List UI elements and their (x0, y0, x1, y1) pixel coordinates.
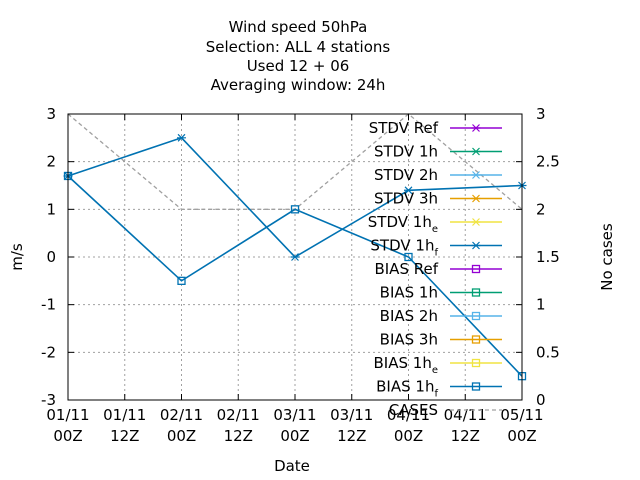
legend-label: STDV 1hf (370, 237, 438, 259)
y-tick-label: 1 (46, 200, 56, 218)
legend-label: STDV Ref (369, 119, 439, 137)
data-point-bias-1h-f (404, 252, 413, 262)
axis-ticks: 01/11 00Z 01/11 12Z 02/11 00Z 02/11 12Z 03/11 00Z… (41, 105, 560, 445)
x-tick-label-date: 03/11 (273, 406, 316, 424)
legend-marker (471, 194, 481, 203)
data-point-bias-1h-f (177, 276, 186, 285)
series-lines (63, 133, 527, 381)
y2-axis-label: No cases (598, 223, 616, 291)
legend-label: STDV 1h (374, 143, 438, 161)
legend-label: BIAS 2h (380, 307, 438, 325)
legend-label: STDV 1he (368, 213, 438, 235)
y-tick-label: 0 (46, 248, 56, 266)
x-tick-label-hour: 12Z (110, 427, 139, 445)
y-tick-label: -2 (41, 343, 56, 361)
x-tick-label-hour: 00Z (167, 427, 196, 445)
data-point-bias-1h-f (290, 205, 300, 214)
chart-title: Wind speed 50hPa Selection: ALL 4 statio… (206, 18, 391, 94)
title-line-2: Selection: ALL 4 stations (206, 38, 391, 56)
y2-tick-label: 0 (536, 391, 546, 409)
legend-label: STDV 3h (374, 190, 438, 208)
legend: STDV Ref STDV 1h STDV 2h STDV 3h STDV 1heSTD… (368, 119, 502, 419)
y-tick-label: -3 (41, 391, 56, 409)
legend-marker (471, 358, 481, 368)
legend-marker (471, 147, 481, 156)
y-tick-label: 2 (46, 153, 56, 171)
data-point-stdv-1h-f (404, 186, 413, 195)
legend-label: STDV 2h (374, 166, 438, 184)
x-tick-label-date: 04/11 (387, 406, 430, 424)
x-tick-label-date: 01/11 (103, 406, 146, 424)
legend-marker (471, 218, 481, 226)
legend-marker (471, 171, 481, 179)
x-tick-label-hour: 12Z (224, 427, 253, 445)
x-axis-label: Date (274, 457, 310, 475)
legend-label: CASES (389, 401, 438, 419)
legend-marker (471, 335, 481, 344)
x-tick-label-date: 01/11 (46, 406, 89, 424)
x-tick-label-hour: 00Z (394, 427, 423, 445)
title-line-3: Used 12 + 06 (247, 57, 350, 75)
x-tick-label-hour: 12Z (337, 427, 366, 445)
legend-marker (471, 124, 481, 132)
legend-marker (471, 382, 481, 391)
y2-tick-label: 1.5 (536, 248, 560, 266)
y2-tick-label: 0.5 (536, 343, 560, 361)
y2-tick-label: 3 (536, 105, 546, 123)
series-line-bias-1h-f (67, 175, 523, 377)
x-tick-label-date: 03/11 (330, 406, 373, 424)
x-tick-label-date: 02/11 (217, 406, 260, 424)
x-tick-label-date: 04/11 (444, 406, 487, 424)
y-tick-label: -1 (41, 296, 56, 314)
y-axis-label: m/s (8, 243, 26, 271)
title-line-4: Averaging window: 24h (211, 76, 386, 94)
legend-marker (471, 311, 481, 321)
y-tick-label: 3 (46, 105, 56, 123)
x-tick-label-date: 02/11 (160, 406, 203, 424)
x-tick-label-date: 05/11 (500, 406, 543, 424)
legend-label: BIAS 1hf (376, 378, 438, 400)
x-tick-label-hour: 00Z (280, 427, 309, 445)
legend-label: BIAS 1h (380, 284, 438, 302)
x-tick-label-hour: 00Z (53, 427, 82, 445)
legend-label: BIAS 3h (380, 331, 438, 349)
legend-marker (471, 241, 481, 250)
legend-label: BIAS Ref (374, 260, 438, 278)
y2-tick-label: 1 (536, 296, 546, 314)
title-line-1: Wind speed 50hPa (229, 18, 368, 36)
legend-marker (471, 264, 481, 274)
legend-label: BIAS 1he (374, 354, 438, 376)
y2-tick-label: 2.5 (536, 153, 560, 171)
legend-marker (471, 288, 481, 297)
data-point-stdv-1h-f (290, 253, 300, 261)
x-tick-label-hour: 12Z (451, 427, 480, 445)
y2-tick-label: 2 (536, 200, 546, 218)
x-tick-label-hour: 00Z (507, 427, 536, 445)
data-point-stdv-1h-f (177, 133, 186, 142)
